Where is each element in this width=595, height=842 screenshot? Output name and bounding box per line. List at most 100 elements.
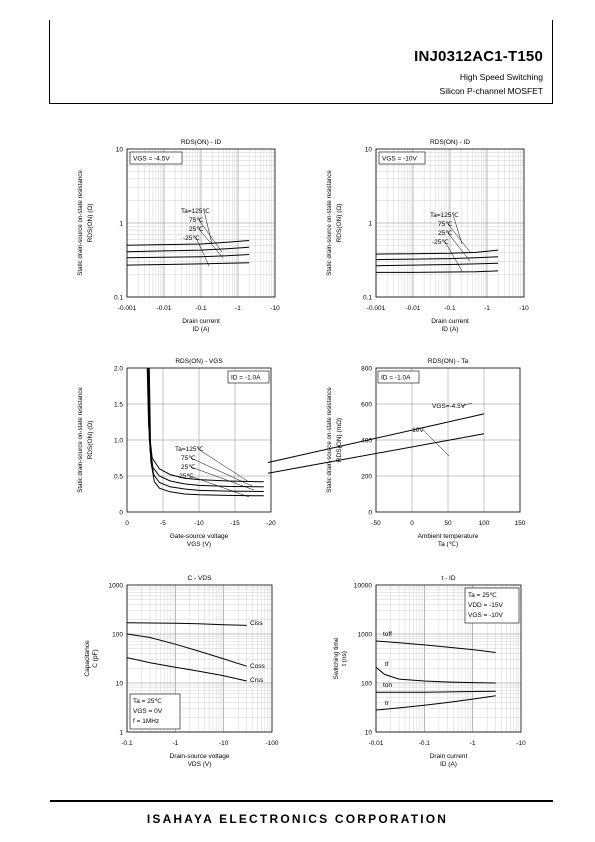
series-line bbox=[126, 657, 247, 682]
plot-frame bbox=[375, 367, 521, 513]
series-line bbox=[126, 254, 250, 259]
series-leader bbox=[461, 402, 473, 407]
x-tick-label: -0.01 bbox=[369, 740, 384, 747]
chart-title: t - ID bbox=[441, 575, 455, 582]
x-tick-label: -1 bbox=[470, 740, 476, 747]
y-axis-unit: t (ns) bbox=[341, 651, 348, 666]
series-label: 25℃ bbox=[189, 226, 204, 233]
series-leader bbox=[190, 457, 253, 487]
x-tick-label: -10 bbox=[270, 305, 280, 312]
plot-frame bbox=[126, 367, 272, 513]
x-tick-label: -0.001 bbox=[367, 305, 386, 312]
chart-4: RDS(ON) - Ta -50 0 50 100 150 0 200 400 600 800 Amb… bbox=[267, 358, 526, 548]
series-label: Ta=125℃ bbox=[175, 446, 205, 453]
x-tick-label: -0.01 bbox=[157, 305, 172, 312]
y-axis-label: Static drain-source on-state resistance bbox=[77, 170, 84, 276]
series-line bbox=[126, 622, 247, 626]
y-tick-label: 1 bbox=[368, 221, 372, 228]
condition-text: VGS = 0V bbox=[133, 708, 163, 715]
y-tick-label: 0.5 bbox=[114, 474, 123, 481]
x-axis-unit: VGS (V) bbox=[187, 541, 211, 548]
y-axis-label: Capacitance bbox=[84, 640, 91, 677]
condition-text: Ta = 25℃ bbox=[133, 698, 163, 705]
y-tick-label: 600 bbox=[361, 402, 372, 409]
chart-2: RDS(ON) - ID -0.001 -0.01 -0.1 -1 -10 0.1 1 10 Dr… bbox=[326, 139, 529, 333]
x-tick-label: 0 bbox=[410, 520, 414, 527]
condition-text: VDD = -15V bbox=[468, 602, 504, 609]
x-axis-label: Ambient temperature bbox=[418, 533, 479, 540]
series-label: 25℃ bbox=[181, 464, 196, 471]
series-leader bbox=[190, 466, 255, 491]
plot-frame bbox=[375, 584, 522, 733]
series-line bbox=[267, 433, 485, 474]
y-tick-label: 1000 bbox=[109, 583, 124, 590]
series-line bbox=[375, 666, 496, 684]
chart-title: C - VDS bbox=[188, 575, 213, 582]
x-tick-label: 150 bbox=[515, 520, 526, 527]
series-label: tr bbox=[385, 700, 390, 707]
y-tick-label: 100 bbox=[361, 681, 372, 688]
header-frame-bottom bbox=[49, 103, 553, 104]
series-label: -25℃ bbox=[432, 239, 449, 246]
y-tick-label: 0.1 bbox=[363, 295, 372, 302]
header-frame-left bbox=[49, 20, 50, 103]
series-line bbox=[375, 249, 499, 255]
y-axis-label: Switching time bbox=[333, 637, 340, 679]
series-leader bbox=[197, 448, 250, 483]
x-tick-label: -0.001 bbox=[118, 305, 137, 312]
x-axis-unit: ID (A) bbox=[442, 326, 459, 333]
x-axis-label: Gate-source voltage bbox=[170, 533, 229, 540]
series-label: -10V bbox=[410, 427, 424, 434]
header-frame-right bbox=[552, 20, 553, 103]
plot-frame bbox=[126, 148, 276, 298]
chart-title: RDS(ON) - ID bbox=[181, 139, 221, 146]
series-label: Ta=125℃ bbox=[181, 208, 211, 215]
series-line bbox=[267, 413, 485, 463]
series-leader bbox=[423, 429, 450, 457]
x-axis-unit: ID (A) bbox=[193, 326, 210, 333]
condition-box bbox=[227, 370, 270, 384]
series-leader bbox=[195, 237, 210, 267]
plot-frame bbox=[126, 584, 273, 733]
series-label: 75℃ bbox=[181, 455, 196, 462]
part-number: INJ0312AC1-T150 bbox=[414, 48, 543, 65]
condition-text: VGS = -4.5V bbox=[133, 156, 170, 163]
x-tick-label: -10 bbox=[219, 740, 229, 747]
series-line bbox=[375, 640, 496, 653]
y-tick-label: 10000 bbox=[354, 583, 372, 590]
x-axis-label: Drain current bbox=[430, 753, 468, 760]
x-tick-label: 50 bbox=[444, 520, 452, 527]
x-tick-label: 100 bbox=[479, 520, 490, 527]
x-axis-label: Drain current bbox=[431, 318, 469, 325]
x-tick-label: 0 bbox=[125, 520, 129, 527]
y-axis-unit: RDS(ON) (Ω) bbox=[87, 421, 94, 460]
x-axis-unit: Ta (℃) bbox=[438, 541, 458, 548]
series-label: 25℃ bbox=[438, 230, 453, 237]
series-leader bbox=[444, 241, 463, 272]
condition-box bbox=[129, 151, 183, 165]
y-axis-label: Static drain-source on-state resistance bbox=[326, 170, 333, 276]
series-leader bbox=[452, 214, 463, 245]
y-tick-label: 2.0 bbox=[114, 366, 123, 373]
x-tick-label: -0.01 bbox=[406, 305, 421, 312]
x-tick-label: -0.1 bbox=[121, 740, 133, 747]
x-tick-label: -20 bbox=[266, 520, 276, 527]
x-tick-label: -1 bbox=[235, 305, 241, 312]
chart-6: t - ID -0.01 -0.1 -1 -10 10 100 1000 10000 Drain … bbox=[333, 575, 526, 768]
series-line bbox=[126, 240, 250, 246]
y-tick-label: 10 bbox=[116, 147, 124, 154]
condition-text: VGS = -10V bbox=[382, 156, 418, 163]
condition-text: VGS = -10V bbox=[468, 612, 504, 619]
series-line bbox=[148, 367, 264, 497]
series-leader bbox=[190, 475, 250, 498]
condition-text: ID = -1.0A bbox=[381, 375, 411, 382]
x-axis-label: Drain-source voltage bbox=[170, 753, 230, 760]
x-tick-label: -1 bbox=[484, 305, 490, 312]
series-line bbox=[126, 246, 250, 253]
y-tick-label: 1000 bbox=[358, 632, 373, 639]
series-label: Crss bbox=[250, 677, 264, 684]
y-axis-label: Static drain-source on-state resistance bbox=[77, 387, 84, 493]
series-line bbox=[376, 690, 496, 693]
y-tick-label: 0.1 bbox=[114, 295, 123, 302]
x-axis-label: Drain current bbox=[182, 318, 220, 325]
